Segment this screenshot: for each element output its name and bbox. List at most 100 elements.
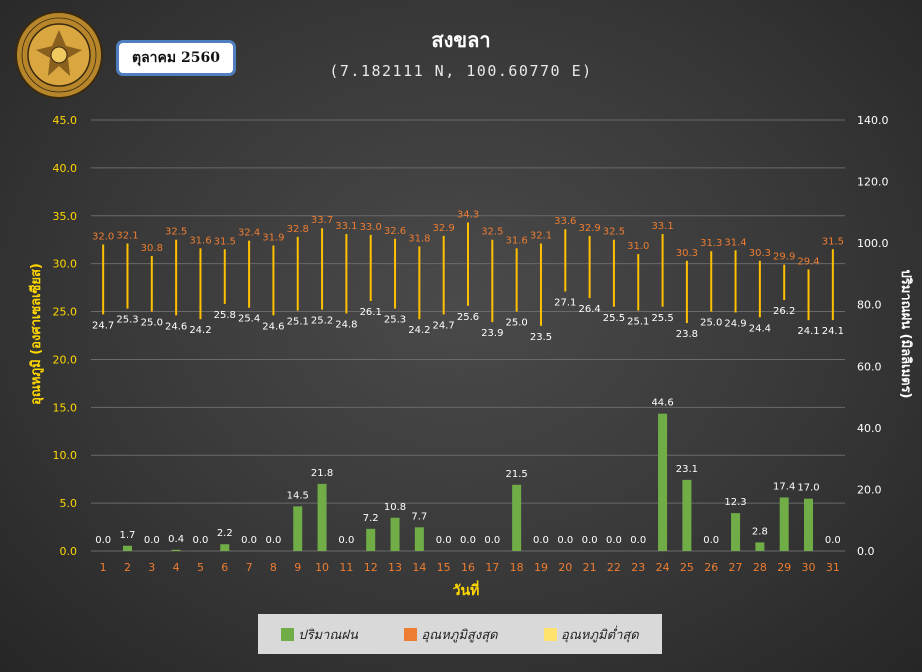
x-tick-label: 31 — [826, 561, 840, 574]
tmax-data-label: 29.9 — [773, 252, 795, 263]
rain-bar — [512, 484, 522, 551]
y-left-tick-label: 40.0 — [53, 162, 78, 175]
rain-data-label: 21.5 — [506, 469, 528, 480]
rain-bar — [122, 545, 132, 551]
y-left-tick-label: 30.0 — [53, 258, 78, 271]
x-tick-label: 1 — [100, 561, 107, 574]
x-tick-label: 25 — [680, 561, 694, 574]
tmd-logo — [15, 11, 103, 99]
tmin-data-label: 25.6 — [457, 312, 479, 323]
rain-data-label: 2.2 — [217, 528, 233, 539]
tmax-data-label: 30.8 — [141, 243, 163, 254]
y-left-tick-label: 5.0 — [60, 497, 78, 510]
tmax-data-label: 32.5 — [603, 227, 625, 238]
tmin-data-label: 25.2 — [311, 316, 333, 327]
x-tick-label: 13 — [388, 561, 402, 574]
legend-swatch-tmin — [544, 627, 558, 641]
x-tick-label: 3 — [148, 561, 155, 574]
legend-label-rain: ปริมาณฝน — [298, 627, 358, 643]
rain-data-label: 0.0 — [192, 535, 208, 546]
tmax-data-label: 30.3 — [676, 248, 698, 259]
x-tick-label: 2 — [124, 561, 131, 574]
rain-data-label: 0.0 — [825, 535, 841, 546]
rain-data-label: 0.4 — [168, 534, 184, 545]
tmax-data-label: 33.0 — [360, 222, 382, 233]
rain-bar — [171, 549, 181, 551]
x-tick-label: 12 — [364, 561, 378, 574]
tmax-data-label: 32.4 — [238, 228, 260, 239]
tmin-data-label: 25.5 — [651, 313, 673, 324]
tmax-data-label: 31.5 — [822, 236, 844, 247]
tmin-data-label: 25.3 — [116, 315, 138, 326]
tmax-data-label: 33.6 — [554, 216, 576, 227]
tmax-data-label: 32.1 — [116, 231, 138, 242]
rain-data-label: 0.0 — [265, 535, 281, 546]
rain-data-label: 1.7 — [120, 530, 136, 541]
tmax-data-label: 31.3 — [700, 238, 722, 249]
rain-data-label: 7.7 — [411, 511, 427, 522]
tmin-data-label: 24.4 — [749, 323, 771, 334]
tmax-data-label: 31.0 — [627, 241, 649, 252]
tmax-data-label: 31.9 — [262, 232, 284, 243]
tmin-data-label: 25.5 — [603, 313, 625, 324]
y-right-tick-label: 0.0 — [857, 545, 875, 558]
y-left-tick-label: 20.0 — [53, 353, 78, 366]
rain-data-label: 0.0 — [557, 535, 573, 546]
rain-data-label: 17.4 — [773, 481, 795, 492]
rain-data-label: 0.0 — [436, 535, 452, 546]
tmin-data-label: 24.7 — [92, 320, 114, 331]
tmin-data-label: 24.6 — [262, 321, 284, 332]
x-tick-label: 17 — [485, 561, 499, 574]
x-tick-label: 4 — [173, 561, 180, 574]
tmax-data-label: 31.6 — [506, 235, 528, 246]
y-left-tick-label: 10.0 — [53, 449, 78, 462]
x-tick-label: 19 — [534, 561, 548, 574]
rain-data-label: 17.0 — [797, 483, 819, 494]
tmin-data-label: 25.8 — [214, 310, 236, 321]
rain-bar — [390, 517, 400, 551]
x-tick-label: 5 — [197, 561, 204, 574]
tmin-data-label: 25.3 — [384, 315, 406, 326]
legend-item-rain: ปริมาณฝน — [281, 624, 358, 645]
tmin-data-label: 23.5 — [530, 332, 552, 343]
tmax-data-label: 32.9 — [433, 223, 455, 234]
tmax-data-label: 31.4 — [724, 237, 746, 248]
rain-data-label: 0.0 — [95, 535, 111, 546]
tmax-data-label: 32.6 — [384, 226, 406, 237]
x-tick-label: 24 — [656, 561, 670, 574]
rain-data-label: 21.8 — [311, 468, 333, 479]
y-right-tick-label: 120.0 — [857, 176, 889, 189]
tmin-data-label: 25.0 — [700, 318, 722, 329]
y-left-tick-label: 25.0 — [53, 306, 78, 319]
tmin-data-label: 27.1 — [554, 297, 576, 308]
x-tick-label: 26 — [704, 561, 718, 574]
rain-bar — [317, 483, 327, 551]
x-tick-label: 11 — [339, 561, 353, 574]
tmax-data-label: 31.6 — [189, 235, 211, 246]
rain-bar — [414, 527, 424, 551]
rain-data-label: 0.0 — [630, 535, 646, 546]
rain-bar — [658, 413, 668, 551]
tmin-data-label: 24.2 — [408, 325, 430, 336]
rain-data-label: 0.0 — [338, 535, 354, 546]
legend: ปริมาณฝน อุณหภูมิสูงสุด อุณหภูมิต่ำสุด — [258, 614, 662, 654]
rain-data-label: 2.8 — [752, 526, 768, 537]
tmin-data-label: 24.8 — [335, 319, 357, 330]
legend-label-tmax: อุณหภูมิสูงสุด — [421, 627, 498, 643]
rain-data-label: 7.2 — [363, 513, 379, 524]
rain-data-label: 0.0 — [533, 535, 549, 546]
rain-bar — [366, 528, 376, 551]
chart-title: สงขลา — [431, 28, 491, 52]
legend-swatch-rain — [281, 627, 295, 641]
y-right-tick-label: 40.0 — [857, 422, 882, 435]
tmax-data-label: 32.5 — [481, 227, 503, 238]
tmax-data-label: 33.1 — [651, 221, 673, 232]
tmin-data-label: 23.9 — [481, 328, 503, 339]
x-tick-label: 21 — [583, 561, 597, 574]
legend-label-tmin: อุณหภูมิต่ำสุด — [561, 627, 639, 643]
x-tick-label: 22 — [607, 561, 621, 574]
x-tick-label: 28 — [753, 561, 767, 574]
tmin-data-label: 26.2 — [773, 306, 795, 317]
